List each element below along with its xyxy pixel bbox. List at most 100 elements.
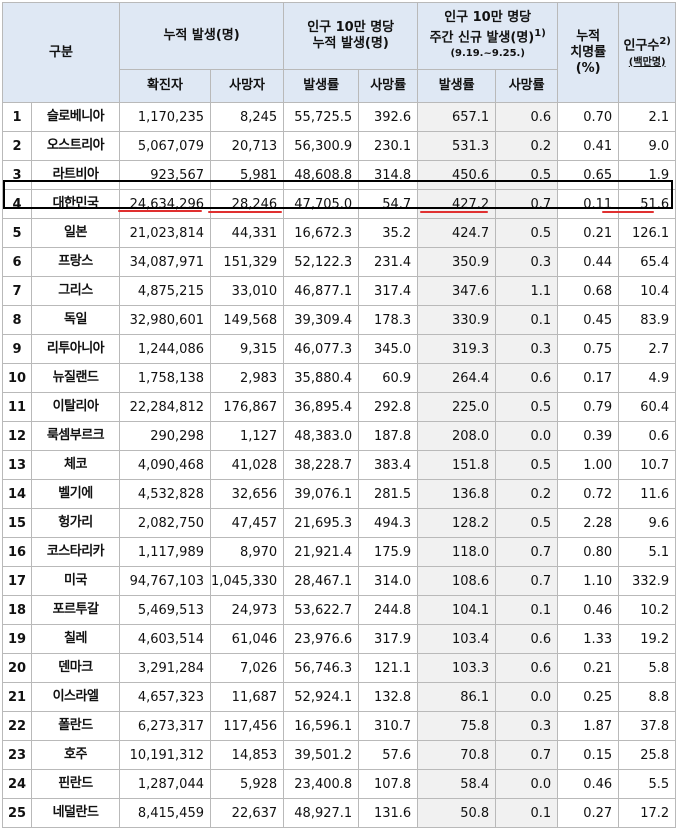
row-fatality-rate: 0.15: [557, 740, 620, 770]
table-row: 8 독일 32,980,601 149,568 39,309.4 178.3 330.9 0.…: [2, 305, 677, 335]
row-incidence-rate: 47,705.0: [283, 189, 360, 219]
row-weekly-death-rate: 0.7: [495, 566, 559, 596]
header-cumulative-group: 누적 발생(명): [118, 2, 285, 70]
row-deaths: 11,687: [209, 682, 285, 712]
row-rank: 24: [2, 769, 32, 799]
row-country: 벨기에: [31, 479, 120, 509]
row-incidence-rate: 23,400.8: [283, 769, 360, 799]
header-per100k-line1: 인구 10만 명당: [307, 20, 395, 35]
row-death-rate: 392.6: [358, 102, 419, 132]
row-death-rate: 310.7: [358, 711, 419, 741]
row-rank: 14: [2, 479, 32, 509]
row-fatality-rate: 0.25: [557, 682, 620, 712]
row-weekly-incidence-rate: 104.1: [417, 595, 497, 625]
table-row: 6 프랑스 34,087,971 151,329 52,122.3 231.4 350.9 0…: [2, 247, 677, 277]
table-row: 9 리투아니아 1,244,086 9,315 46,077.3 345.0 319.3 0.…: [2, 334, 677, 364]
row-weekly-death-rate: 1.1: [495, 276, 559, 306]
row-weekly-death-rate: 0.3: [495, 247, 559, 277]
row-weekly-death-rate: 0.6: [495, 363, 559, 393]
row-confirmed: 2,082,750: [119, 508, 211, 538]
row-weekly-incidence-rate: 208.0: [417, 421, 497, 451]
row-confirmed: 4,657,323: [119, 682, 211, 712]
row-death-rate: 314.8: [358, 160, 419, 190]
row-confirmed: 4,090,468: [119, 450, 211, 480]
row-population: 10.4: [618, 276, 677, 306]
row-country: 호주: [31, 740, 120, 770]
row-incidence-rate: 39,501.2: [283, 740, 360, 770]
row-rank: 21: [2, 682, 32, 712]
row-death-rate: 121.1: [358, 653, 419, 683]
row-incidence-rate: 46,077.3: [283, 334, 360, 364]
row-deaths: 20,713: [209, 131, 285, 161]
row-weekly-death-rate: 0.0: [495, 682, 559, 712]
header-fatality-line2: 치명률: [570, 44, 607, 60]
row-fatality-rate: 1.87: [557, 711, 620, 741]
row-confirmed: 21,023,814: [119, 218, 211, 248]
row-rank: 3: [2, 160, 32, 190]
row-rank: 25: [2, 798, 32, 828]
row-confirmed: 923,567: [119, 160, 211, 190]
table-row: 15 헝가리 2,082,750 47,457 21,695.3 494.3 128.2 0.…: [2, 508, 677, 538]
row-weekly-incidence-rate: 264.4: [417, 363, 497, 393]
row-deaths: 61,046: [209, 624, 285, 654]
row-weekly-death-rate: 0.7: [495, 740, 559, 770]
row-population: 37.8: [618, 711, 677, 741]
row-incidence-rate: 28,467.1: [283, 566, 360, 596]
table-row: 21 이스라엘 4,657,323 11,687 52,924.1 132.8 86.1 0.…: [2, 682, 677, 712]
row-weekly-death-rate: 0.6: [495, 653, 559, 683]
row-fatality-rate: 0.17: [557, 363, 620, 393]
row-death-rate: 494.3: [358, 508, 419, 538]
row-incidence-rate: 52,924.1: [283, 682, 360, 712]
row-country: 칠레: [31, 624, 120, 654]
row-incidence-rate: 36,895.4: [283, 392, 360, 422]
row-death-rate: 57.6: [358, 740, 419, 770]
row-death-rate: 131.6: [358, 798, 419, 828]
row-weekly-incidence-rate: 58.4: [417, 769, 497, 799]
row-country: 미국: [31, 566, 120, 596]
row-rank: 2: [2, 131, 32, 161]
row-weekly-incidence-rate: 531.3: [417, 131, 497, 161]
row-weekly-incidence-rate: 136.8: [417, 479, 497, 509]
row-death-rate: 54.7: [358, 189, 419, 219]
row-rank: 7: [2, 276, 32, 306]
row-rank: 11: [2, 392, 32, 422]
row-rank: 18: [2, 595, 32, 625]
header-category: 구분: [2, 2, 120, 103]
row-weekly-incidence-rate: 350.9: [417, 247, 497, 277]
row-fatality-rate: 0.72: [557, 479, 620, 509]
row-death-rate: 231.4: [358, 247, 419, 277]
row-deaths: 5,928: [209, 769, 285, 799]
row-population: 83.9: [618, 305, 677, 335]
row-deaths: 8,245: [209, 102, 285, 132]
row-weekly-death-rate: 0.2: [495, 131, 559, 161]
table-row: 10 뉴질랜드 1,758,138 2,983 35,880.4 60.9 264.4 0.6…: [2, 363, 677, 393]
row-death-rate: 175.9: [358, 537, 419, 567]
row-confirmed: 8,415,459: [119, 798, 211, 828]
row-country: 라트비아: [31, 160, 120, 190]
row-fatality-rate: 0.79: [557, 392, 620, 422]
row-incidence-rate: 52,122.3: [283, 247, 360, 277]
row-country: 헝가리: [31, 508, 120, 538]
row-death-rate: 187.8: [358, 421, 419, 451]
table-row: 24 핀란드 1,287,044 5,928 23,400.8 107.8 58.4 0.0 0…: [2, 769, 677, 799]
row-weekly-death-rate: 0.1: [495, 305, 559, 335]
row-weekly-incidence-rate: 330.9: [417, 305, 497, 335]
row-deaths: 176,867: [209, 392, 285, 422]
row-fatality-rate: 0.27: [557, 798, 620, 828]
row-incidence-rate: 16,596.1: [283, 711, 360, 741]
table-row: 12 룩셈부르크 290,298 1,127 48,383.0 187.8 208.0 0.0…: [2, 421, 677, 451]
row-confirmed: 10,191,312: [119, 740, 211, 770]
row-death-rate: 244.8: [358, 595, 419, 625]
row-fatality-rate: 1.10: [557, 566, 620, 596]
row-deaths: 41,028: [209, 450, 285, 480]
row-population: 10.2: [618, 595, 677, 625]
row-incidence-rate: 56,300.9: [283, 131, 360, 161]
row-deaths: 149,568: [209, 305, 285, 335]
row-population: 126.1: [618, 218, 677, 248]
row-deaths: 22,637: [209, 798, 285, 828]
header-population-line2: (백만명): [628, 56, 666, 68]
row-weekly-incidence-rate: 151.8: [417, 450, 497, 480]
row-country: 독일: [31, 305, 120, 335]
row-fatality-rate: 0.46: [557, 769, 620, 799]
